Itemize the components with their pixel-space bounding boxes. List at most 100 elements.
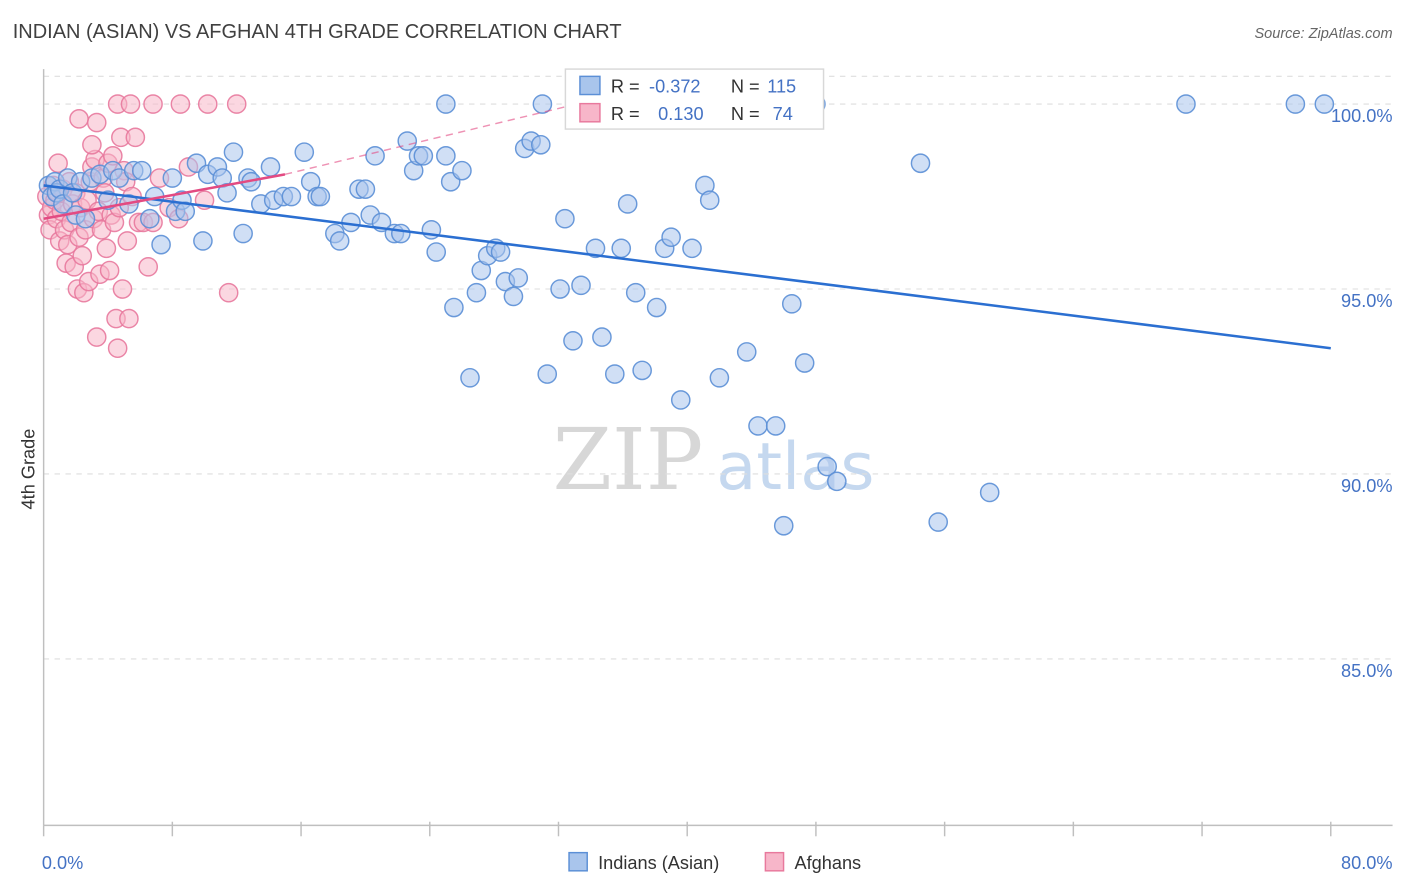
indians-point-70: [490, 242, 511, 262]
afghans-point-39: [99, 260, 120, 281]
indians-point-113: [1285, 94, 1306, 114]
watermark-atlas: atlas: [716, 429, 874, 505]
indians-point-84: [604, 364, 625, 384]
indians-point-10: [75, 208, 96, 229]
indians-point-89: [646, 297, 667, 318]
indians-point-65: [460, 367, 480, 388]
indians-point-64: [452, 160, 472, 181]
indians-point-81: [571, 275, 591, 296]
stats-swatch-afghans: [579, 102, 601, 123]
afghans-point-50: [117, 231, 138, 251]
indians-point-103: [817, 456, 837, 477]
afghans-point-47: [112, 279, 133, 299]
legend-label-indians: Indians (Asian): [598, 853, 719, 873]
indians-point-104: [827, 471, 847, 492]
grid-lines: [43, 75, 1393, 660]
indians-point-32: [223, 142, 244, 162]
y-tick-label-1: 95.0%: [1341, 291, 1393, 311]
y-tick-label-0: 100.0%: [1331, 106, 1393, 126]
indians-point-40: [281, 186, 302, 207]
indians-point-85: [611, 238, 632, 259]
trend-line-afghans: [43, 173, 286, 220]
stats-r-label-afghans: R =: [611, 104, 640, 124]
indians-point-60: [426, 242, 447, 262]
indians-point-33: [233, 223, 253, 244]
stats-swatch-indians: [579, 75, 601, 96]
indians-point-46: [329, 231, 350, 251]
indians-point-79: [555, 208, 575, 229]
indians-point-22: [162, 168, 183, 188]
indians-point-114: [1314, 94, 1335, 114]
indians-point-66: [466, 282, 487, 303]
indians-point-98: [748, 416, 768, 436]
afghans-point-53: [125, 127, 146, 148]
indians-point-41: [294, 142, 315, 162]
indians-point-93: [682, 238, 702, 259]
indians-point-97: [736, 342, 757, 362]
indians-point-21: [151, 234, 171, 255]
afghans-point-65: [86, 112, 107, 133]
indians-point-37: [260, 157, 281, 177]
afghans-point-69: [197, 94, 218, 114]
x-tick-labels: 0.0% 80.0%: [42, 853, 1393, 873]
stats-box: R = -0.372 N = 115 R = 0.130 N = 74: [564, 68, 825, 130]
afghans-point-64: [82, 134, 102, 155]
y-tick-label-3: 85.0%: [1341, 661, 1393, 681]
watermark-zip: ZIP: [553, 411, 704, 510]
legend-swatch-afghans: [764, 851, 785, 872]
afghans-point-67: [143, 94, 163, 114]
indians-point-86: [617, 194, 638, 214]
indians-point-72: [503, 286, 524, 307]
trend-line-afghans-extension: [284, 92, 624, 176]
indians-point-105: [910, 153, 931, 174]
afghans-point-68: [170, 94, 191, 114]
y-axis-label: 4th Grade: [19, 429, 39, 510]
indians-point-108: [436, 94, 456, 114]
stats-n-value-indians: 115: [767, 77, 796, 97]
indians-point-107: [979, 482, 1000, 503]
stats-n-value-afghans: 74: [773, 104, 793, 124]
afghans-point-44: [107, 338, 128, 359]
indians-point-76: [530, 134, 551, 155]
afghans-point-70: [226, 94, 247, 114]
legend-swatch-indians: [568, 851, 588, 872]
indians-point-58: [413, 146, 434, 166]
indians-point-61: [436, 146, 456, 166]
indians-point-77: [537, 364, 558, 384]
indians-point-112: [1176, 94, 1196, 114]
stats-n-label-afghans: N =: [731, 104, 760, 124]
indians-point-44: [310, 186, 331, 207]
stats-r-label-indians: R =: [611, 77, 640, 97]
stats-box-frame: [564, 68, 825, 130]
indians-point-73: [508, 268, 529, 288]
indians-point-18: [131, 160, 152, 181]
indians-point-99: [765, 416, 786, 436]
chart-source: Source: ZipAtlas.com: [1254, 26, 1392, 42]
indians-point-78: [550, 279, 570, 299]
y-tick-label-2: 90.0%: [1341, 476, 1393, 496]
watermark: ZIP atlas: [553, 411, 875, 510]
trend-layer: [43, 92, 1331, 350]
trend-line-indians: [43, 184, 1331, 350]
afghans-point-72: [120, 94, 141, 114]
stats-r-value-indians: -0.372: [649, 77, 701, 97]
afghans-point-22: [72, 245, 93, 266]
chart-title: INDIAN (ASIAN) VS AFGHAN 4TH GRADE CORRE…: [13, 21, 622, 43]
indians-point-83: [592, 327, 612, 347]
stats-r-value-afghans: 0.130: [658, 104, 703, 124]
indians-point-100: [773, 515, 794, 536]
indians-point-95: [699, 190, 720, 211]
indians-point-96: [709, 367, 730, 388]
indians-point-92: [670, 390, 691, 410]
indians-point-106: [928, 512, 949, 532]
afghans-point-51: [119, 308, 139, 329]
afghans-point-56: [138, 257, 159, 277]
indians-point-82: [585, 238, 606, 259]
indians-point-49: [355, 179, 376, 199]
y-tick-labels: 100.0% 95.0% 90.0% 85.0%: [1331, 106, 1393, 681]
indians-point-27: [193, 231, 213, 251]
indians-point-19: [140, 208, 160, 229]
x-tick-label-1: 80.0%: [1341, 853, 1393, 873]
